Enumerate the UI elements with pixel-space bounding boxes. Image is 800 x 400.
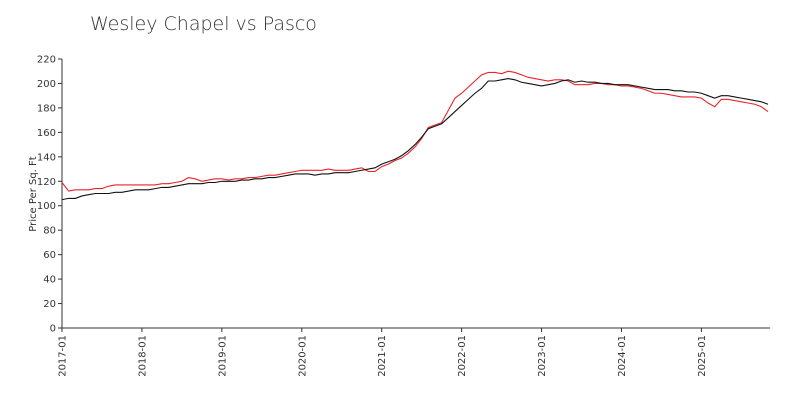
- x-tick-label: 2018-01: [137, 335, 148, 377]
- y-tick-label: 20: [43, 299, 56, 310]
- chart-title: Wesley Chapel vs Pasco: [90, 13, 317, 35]
- y-axis-label: Price Per Sq. Ft: [28, 156, 39, 231]
- x-tick-label: 2020-01: [297, 335, 308, 377]
- line-series: [61, 78, 769, 201]
- x-tick-label: 2022-01: [457, 335, 468, 377]
- x-tick-label: 2024-01: [617, 335, 628, 377]
- y-tick-label: 100: [37, 201, 56, 212]
- y-tick-label: 180: [37, 103, 56, 114]
- y-tick-label: 200: [37, 79, 56, 90]
- x-tick-label: 2019-01: [217, 335, 228, 377]
- y-tick-label: 80: [43, 226, 56, 237]
- x-tick-label: 2021-01: [377, 335, 388, 377]
- y-tick-label: 220: [37, 55, 56, 66]
- x-tick-label: 2017-01: [58, 335, 69, 377]
- x-tick-label: 2023-01: [537, 335, 548, 377]
- y-tick-label: 60: [43, 250, 56, 261]
- y-tick-label: 40: [43, 275, 56, 286]
- y-tick-label: 0: [50, 324, 56, 335]
- y-tick-label: 160: [37, 128, 56, 139]
- line-series: [61, 70, 769, 192]
- y-tick-label: 120: [37, 177, 56, 188]
- x-tick-label: 2025-01: [697, 335, 708, 377]
- y-tick-label: 140: [37, 152, 56, 163]
